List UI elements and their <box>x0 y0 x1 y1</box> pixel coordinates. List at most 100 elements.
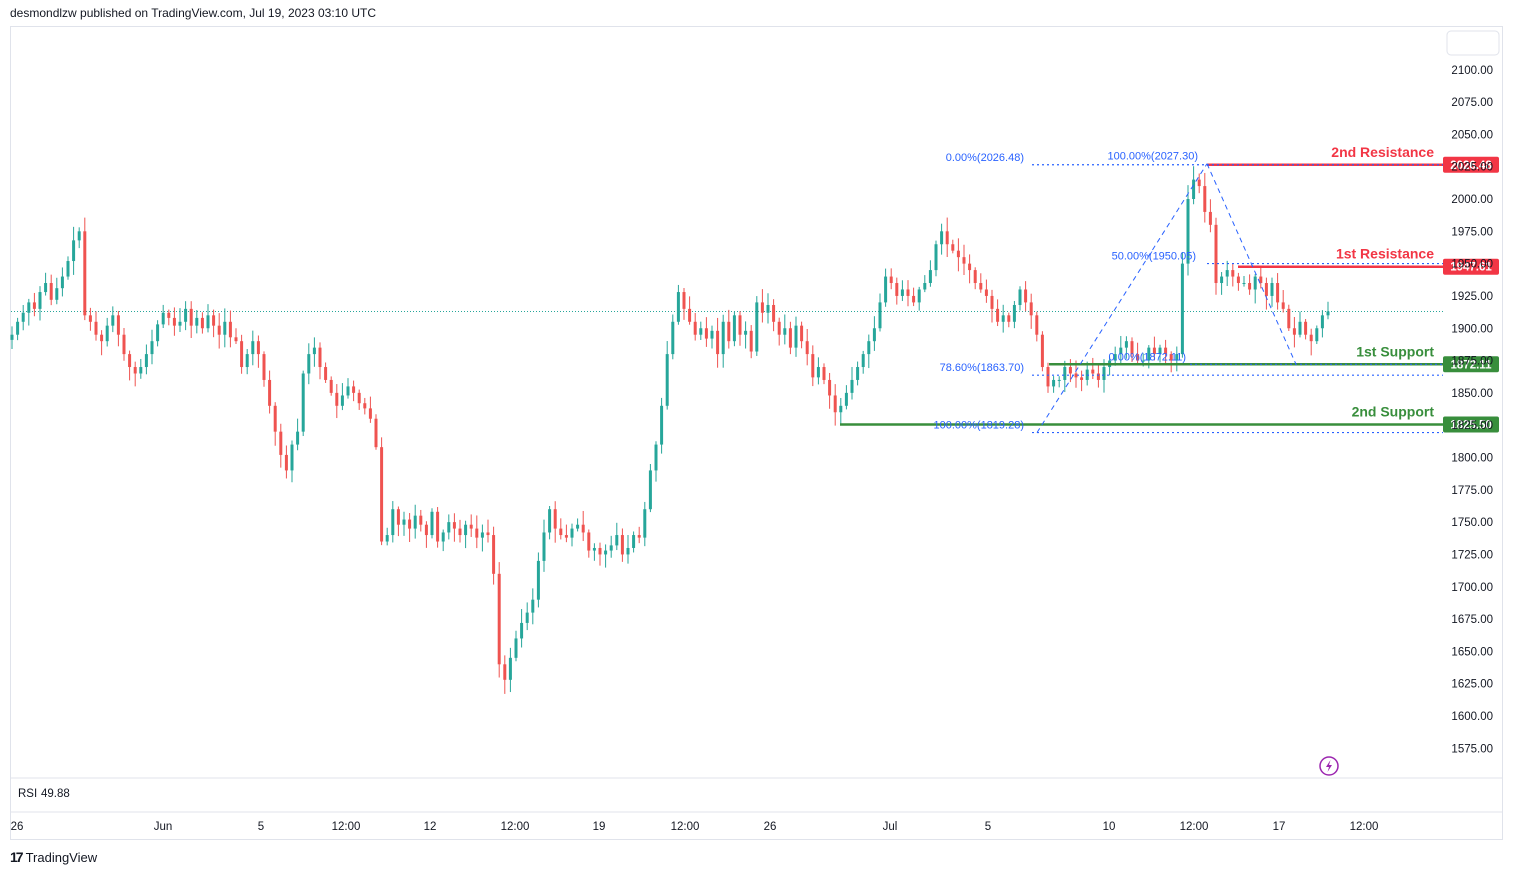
candle-body <box>777 321 781 335</box>
candle <box>346 378 350 399</box>
candle <box>878 293 882 332</box>
lightning-icon[interactable] <box>1319 756 1339 776</box>
candle <box>749 325 753 359</box>
candle-body <box>128 354 132 368</box>
candle-body <box>1080 377 1084 380</box>
candle <box>508 647 512 693</box>
candle-body <box>430 511 434 536</box>
candle-body <box>217 325 221 335</box>
price-scale-button[interactable] <box>1446 30 1500 56</box>
candle-body <box>492 535 496 574</box>
candle <box>44 272 48 296</box>
candle-body <box>408 519 412 529</box>
candle <box>1024 281 1028 312</box>
candle <box>816 357 820 385</box>
candle <box>1236 272 1240 291</box>
candle-body <box>514 638 518 658</box>
candle-body <box>1147 347 1151 361</box>
candle <box>318 342 322 380</box>
candle <box>10 326 14 349</box>
candle <box>195 310 199 334</box>
candle-body <box>27 302 31 313</box>
candle <box>1304 318 1308 340</box>
candle <box>436 507 440 548</box>
candle-body <box>822 367 826 380</box>
candle-body <box>1046 367 1050 387</box>
candle <box>1203 172 1207 223</box>
rsi-value: 49.88 <box>41 788 70 800</box>
time-tick-label: 26 <box>11 821 24 833</box>
candle <box>811 345 815 387</box>
candle <box>1007 312 1011 328</box>
time-tick-label: 12:00 <box>332 821 361 833</box>
candle-body <box>553 509 557 529</box>
candle-body <box>940 231 944 245</box>
tradingview-logo[interactable]: 17 TradingView <box>10 849 97 865</box>
candle <box>923 275 927 293</box>
candle-body <box>251 341 255 355</box>
candle-body <box>587 532 591 551</box>
candle <box>912 287 916 307</box>
candle <box>340 383 344 411</box>
candle <box>1320 310 1324 338</box>
candle-body <box>357 392 361 404</box>
chart-frame[interactable] <box>10 26 1503 840</box>
candle <box>296 418 300 451</box>
candle <box>1186 185 1190 276</box>
candle-body <box>195 317 199 326</box>
candle-body <box>447 522 451 533</box>
candle <box>604 544 608 568</box>
price-tick-label: 2075.00 <box>1451 97 1493 109</box>
candle-body <box>1242 283 1246 285</box>
candle-body <box>816 367 820 378</box>
candle <box>1068 359 1072 383</box>
candle <box>872 316 876 351</box>
candle-body <box>850 379 854 393</box>
candle <box>671 314 675 360</box>
candle <box>850 367 854 400</box>
price-tick-label: 1675.00 <box>1451 614 1493 626</box>
candle-body <box>559 528 563 536</box>
candle <box>469 514 473 537</box>
candle-body <box>1175 354 1179 361</box>
candle <box>660 397 664 454</box>
candle <box>699 321 703 340</box>
candle <box>1197 173 1201 194</box>
candle <box>861 350 865 374</box>
candle <box>66 256 70 280</box>
candle-body <box>1052 379 1056 387</box>
candle <box>55 277 59 305</box>
candle-body <box>486 532 490 536</box>
candle-body <box>44 283 48 293</box>
time-tick-label: 12 <box>424 821 437 833</box>
candle-body <box>665 354 669 406</box>
candle <box>324 362 328 383</box>
candle-body <box>1130 341 1134 355</box>
candle <box>839 397 843 425</box>
candle <box>1292 316 1296 348</box>
candle <box>525 602 529 631</box>
candle <box>1242 276 1246 287</box>
candle-body <box>1315 328 1319 342</box>
candle <box>704 317 708 347</box>
candle-body <box>1292 328 1296 335</box>
candle <box>738 311 742 346</box>
candle <box>800 321 804 349</box>
candle <box>996 299 1000 327</box>
candle <box>1276 273 1280 310</box>
candle <box>665 341 669 410</box>
price-tick-label: 1925.00 <box>1451 291 1493 303</box>
candle-body <box>1180 263 1184 355</box>
candle <box>228 310 232 348</box>
candle <box>984 279 988 303</box>
candle-body <box>783 328 787 335</box>
chart[interactable]: 2nd Resistance 2026.48 1st Resistance 1947.… <box>0 0 1513 845</box>
candle-body <box>1035 315 1039 335</box>
candle-body <box>380 447 384 542</box>
time-tick-label: 12:00 <box>1180 821 1209 833</box>
level-label: 1st Resistance <box>1336 246 1434 262</box>
candle-body <box>1102 367 1106 380</box>
candle-body <box>800 325 804 342</box>
candle-body <box>1018 289 1022 305</box>
candle-body <box>917 289 921 303</box>
